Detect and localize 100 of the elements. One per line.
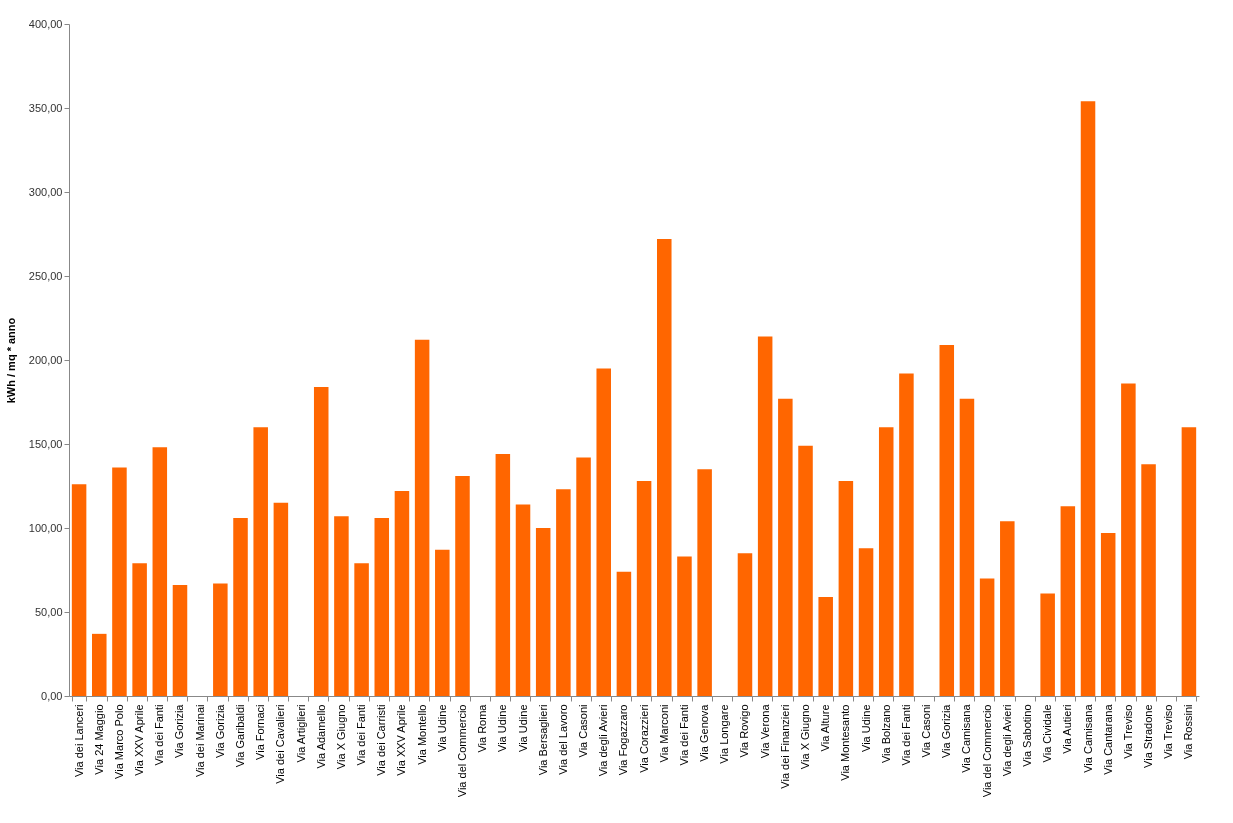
bar (979, 578, 995, 696)
x-tick-label: Via Udine (496, 704, 509, 752)
bar (1181, 427, 1197, 696)
bar (1121, 383, 1136, 696)
x-tick-label: Via Bersaglieri (536, 704, 549, 776)
bar (414, 339, 430, 696)
y-tick-label: 200,00 (28, 353, 63, 366)
bar (1080, 101, 1096, 696)
bar (313, 386, 329, 696)
y-tick-label: 250,00 (28, 269, 63, 282)
bar (838, 480, 854, 696)
x-tick-label: Via Bolzano (879, 704, 892, 764)
bar (899, 373, 914, 696)
y-tick-label: 300,00 (28, 185, 63, 198)
x-tick-label: Via Treviso (1121, 704, 1134, 759)
x-tick-label: Via degli Avieri (597, 704, 610, 777)
x-tick-label: Via Marco Polo (112, 704, 125, 779)
x-tick-label: Via Camisana (1081, 703, 1094, 773)
x-tick-label: Via Alture (819, 704, 832, 752)
x-tick-label: Via dei Marinai (193, 704, 206, 778)
bar (939, 344, 955, 696)
x-tick-label: Via Udine (516, 704, 529, 752)
bar (697, 469, 712, 696)
x-tick-label: Via Camisana (960, 703, 973, 773)
x-tick-label: Via Autieri (1061, 704, 1074, 754)
bar (858, 548, 874, 696)
bar (132, 563, 147, 696)
x-tick-label: Via X Giugno (334, 704, 347, 770)
x-tick-label: Via Treviso (1162, 704, 1175, 759)
x-tick-label: Via Longare (718, 704, 731, 764)
bar (878, 427, 894, 696)
bar (455, 475, 470, 696)
bar (71, 484, 87, 696)
x-tick-label: Via Artiglieri (294, 704, 307, 763)
bar (778, 398, 793, 696)
bar (495, 454, 511, 696)
x-tick-label: Via X Giugno (799, 704, 812, 770)
x-tick-label: Via Corazzieri (637, 704, 650, 773)
bar (657, 239, 672, 696)
bar (1060, 506, 1076, 696)
x-tick-label: Via dei Fanti (899, 704, 912, 766)
x-tick-label: Via Adamello (314, 704, 327, 769)
bar (1040, 593, 1055, 696)
x-tick-label: Via Garibaldi (234, 704, 247, 768)
bar (515, 504, 531, 696)
bar (616, 571, 632, 696)
y-axis-title: kWh / mq * anno (4, 317, 17, 404)
x-tick-label: Via Verona (758, 703, 771, 759)
bar (535, 528, 551, 696)
bar (1000, 521, 1015, 696)
bar (798, 445, 813, 696)
bar (213, 583, 228, 696)
bar (374, 517, 390, 696)
x-tick-label: Via dei Lanceri (72, 704, 85, 778)
bar (354, 563, 369, 696)
x-tick-label: Via del Lavoro (556, 704, 569, 775)
y-tick-label: 50,00 (34, 605, 63, 618)
x-tick-label: Via del Commercio (455, 704, 468, 798)
x-tick-label: Via Genova (698, 703, 711, 762)
x-tick-label: Via Rossini (1182, 704, 1195, 760)
bar (677, 556, 692, 696)
bar (1141, 464, 1156, 696)
bar (172, 585, 188, 696)
bar (1100, 533, 1116, 696)
x-tick-label: Via XXV Aprile (133, 704, 146, 776)
x-tick-label: Via Gorizia (940, 703, 953, 759)
x-tick-label: Via Casoni (920, 704, 933, 758)
x-tick-label: Via del Commercio (980, 704, 993, 798)
x-tick-label: Via Gorizia (213, 703, 226, 759)
x-tick-label: Via Udine (859, 704, 872, 752)
bar (818, 596, 833, 696)
y-tick-label: 150,00 (28, 437, 63, 450)
bar (636, 480, 652, 696)
x-tick-label: Via Montello (415, 704, 428, 765)
x-tick-label: Via Fogazzaro (617, 704, 630, 776)
x-tick-label: Via Gorizia (173, 703, 186, 759)
x-tick-label: Via dei Fanti (153, 704, 166, 766)
x-tick-label: Via XXV Aprile (395, 704, 408, 776)
x-tick-label: Via dei Cavalieri (274, 704, 287, 784)
x-tick-label: Via Roma (476, 703, 489, 753)
x-tick-label: Via degli Avieri (1000, 704, 1013, 777)
x-tick-label: Via Udine (435, 704, 448, 752)
x-tick-label: Via Cantarana (1101, 703, 1114, 775)
bar (112, 467, 127, 696)
bar (92, 633, 107, 696)
bar (596, 368, 611, 696)
x-tick-label: Via Stradone (1142, 704, 1155, 768)
x-tick-label: Via dei Carristi (375, 704, 388, 776)
x-tick-label: Via Cividale (1041, 704, 1054, 763)
bar (334, 516, 349, 696)
x-tick-label: Via Casoni (577, 704, 590, 758)
x-tick-label: Via Rovigo (738, 704, 751, 758)
bar (273, 502, 289, 696)
x-tick-label: Via Sabotino (1020, 704, 1033, 767)
y-tick-label: 100,00 (28, 521, 63, 534)
bar (737, 553, 753, 696)
bar (233, 517, 248, 696)
bar (253, 427, 268, 696)
x-tick-label: Via 24 Maggio (92, 704, 105, 775)
bar (757, 336, 773, 696)
